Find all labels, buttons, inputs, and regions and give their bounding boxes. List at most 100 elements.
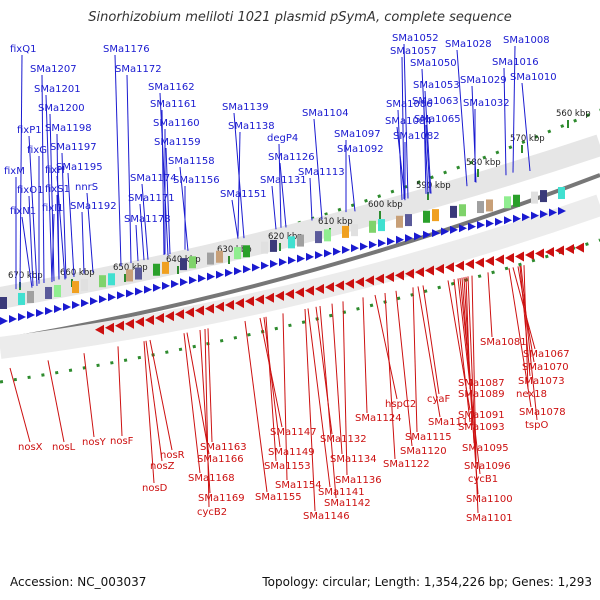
reverse-arrow <box>165 311 174 322</box>
reverse-arrow <box>485 256 494 267</box>
forward-gene-label: fixI1 <box>42 203 64 214</box>
reverse-arrow <box>575 242 584 253</box>
forward-gene-label: SMa1082 <box>393 131 440 142</box>
reverse-gene-label: SMa1136 <box>335 475 382 486</box>
accession-text: Accession: NC_003037 <box>10 575 147 589</box>
reverse-gene-label: SMa1163 <box>200 442 247 453</box>
feature-block <box>126 269 133 282</box>
forward-gene-label: fixP1 <box>17 125 42 136</box>
reverse-gene-label: SMa1155 <box>255 492 302 503</box>
leader-line <box>204 328 210 508</box>
feature-block <box>432 209 439 222</box>
feature-block <box>261 241 268 254</box>
forward-gene-labels: fixQ1 SMa1207 SMa1201 SMa1200 fixP1 SMa1198 fi… <box>4 33 557 225</box>
forward-gene-label: degP4 <box>267 133 298 144</box>
forward-arrow <box>432 229 440 238</box>
forward-gene-label: fixS1 <box>45 184 70 195</box>
feature-block <box>324 229 331 242</box>
leader-line <box>117 346 123 437</box>
forward-arrow <box>369 240 377 249</box>
feature-block <box>27 290 34 303</box>
forward-arrow <box>270 259 278 268</box>
reverse-arrow <box>495 254 504 265</box>
leader-line <box>263 317 281 448</box>
forward-gene-label: nnrS <box>75 182 98 193</box>
feature-block <box>72 281 79 294</box>
reverse-gene-label: SMa1089 <box>458 389 505 400</box>
reverse-arrow <box>385 272 394 283</box>
leader-line <box>56 175 66 280</box>
forward-arrow <box>540 210 548 219</box>
feature-block <box>99 275 106 288</box>
leader-line <box>309 177 313 221</box>
reverse-arrow <box>445 262 454 273</box>
reverse-arrow <box>265 292 274 303</box>
forward-gene-label: SMa1029 <box>460 75 507 86</box>
scale-label: 650 kbp <box>113 263 148 273</box>
feature-block <box>342 225 349 238</box>
forward-gene-label: SMa1008 <box>503 35 550 46</box>
reverse-arrow <box>145 314 154 325</box>
forward-gene-label: SMa1161 <box>150 99 197 110</box>
reverse-gene-label: nosD <box>142 483 168 494</box>
reverse-arrow <box>245 296 254 307</box>
feature-block <box>207 252 214 265</box>
forward-arrow <box>153 283 161 292</box>
feature-block <box>0 297 7 309</box>
forward-arrow <box>315 251 323 260</box>
forward-gene-label: SMa1197 <box>50 142 97 153</box>
forward-gene-label: SMa1131 <box>260 175 307 186</box>
scale-label: 670 kbp <box>8 271 43 281</box>
reverse-gene-label: SMa1120 <box>400 446 447 457</box>
forward-gene-label: SMa1195 <box>56 162 103 173</box>
forward-gene-label: SMa1160 <box>153 118 200 129</box>
leader-line <box>423 106 427 194</box>
forward-arrow <box>513 214 521 223</box>
leader-line <box>165 147 171 255</box>
forward-arrow <box>180 278 188 287</box>
forward-gene-label: fixN1 <box>10 206 36 217</box>
forward-arrow <box>45 306 53 315</box>
reverse-gene-labels: nosX nosL nosY nosFnosRnosZnosDSMa1163SMa11… <box>18 337 570 524</box>
forward-arrow <box>126 289 134 298</box>
feature-block <box>459 204 466 217</box>
feature-block <box>153 263 160 276</box>
forward-gene-label: SMa1151 <box>220 189 267 200</box>
forward-arrow <box>306 252 314 261</box>
reverse-arrow <box>465 259 474 270</box>
forward-arrow <box>0 317 8 325</box>
forward-arrow <box>522 213 530 222</box>
forward-gene-label: fixM <box>4 166 25 177</box>
forward-arrow <box>558 207 566 216</box>
leader-line <box>186 332 210 455</box>
forward-gene-label: SMa1053 <box>413 80 460 91</box>
feature-block <box>297 234 304 247</box>
reverse-gene-label: cyaF <box>427 394 451 405</box>
forward-arrow <box>450 225 458 234</box>
reverse-gene-label: SMa1111 <box>428 417 475 428</box>
leader-line <box>141 183 149 260</box>
leader-line <box>403 43 409 199</box>
scale-label: 620 kbp <box>268 232 303 242</box>
leader-line <box>271 185 277 230</box>
feature-block <box>351 224 358 237</box>
leader-line <box>56 194 60 280</box>
forward-gene-label: SMa1113 <box>298 167 345 178</box>
forward-arrow <box>243 265 251 274</box>
leader-line <box>487 272 493 338</box>
leader-line <box>237 131 241 237</box>
reverse-arrow <box>185 307 194 318</box>
reverse-arrow <box>545 246 554 257</box>
forward-gene-label: SMa1057 <box>390 46 437 57</box>
forward-arrow <box>18 312 26 321</box>
reverse-gene-label: cycB2 <box>197 507 227 518</box>
leader-line <box>425 124 431 194</box>
forward-arrow <box>162 281 170 290</box>
forward-arrow <box>297 254 305 263</box>
reverse-gene-label: SMa1166 <box>197 454 244 465</box>
reverse-gene-label: nosX <box>18 442 43 453</box>
reverse-gene-label: SMa1141 <box>318 487 365 498</box>
feature-block <box>486 199 493 212</box>
